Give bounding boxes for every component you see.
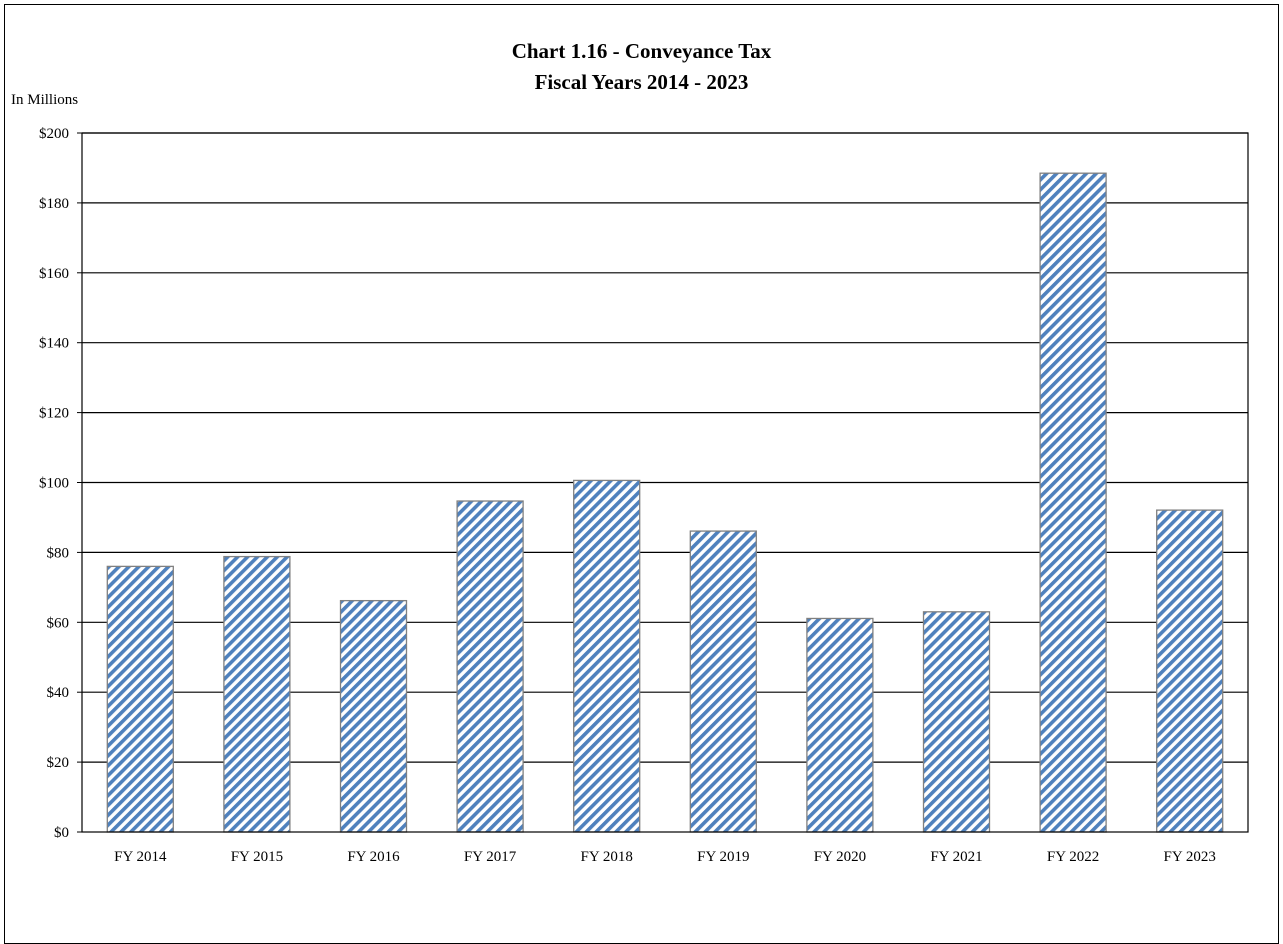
y-tick-label: $0 (54, 825, 69, 841)
y-tick-label: $20 (47, 755, 70, 771)
bar-fy-2015 (223, 555, 291, 833)
y-tick-label: $40 (47, 685, 70, 701)
x-tick-label: FY 2018 (581, 849, 633, 865)
y-tick-label: $160 (39, 266, 69, 282)
x-tick-label: FY 2020 (814, 849, 866, 865)
bars (106, 172, 1224, 833)
axes (77, 132, 1249, 833)
y-tick-label: $200 (39, 126, 69, 142)
x-tick-label: FY 2016 (347, 849, 400, 865)
plot-area-border (81, 132, 1249, 833)
y-tick-label: $140 (39, 336, 69, 352)
y-tick-label: $100 (39, 476, 69, 492)
bar-fy-2020 (806, 617, 874, 833)
x-tick-label: FY 2015 (231, 849, 283, 865)
bar-fy-2016 (339, 599, 408, 833)
bar-fy-2018 (573, 479, 641, 833)
x-tick-label: FY 2023 (1164, 849, 1216, 865)
x-tick-label: FY 2019 (697, 849, 749, 865)
bar-fy-2014 (106, 565, 174, 833)
bar-fy-2017 (456, 500, 524, 833)
y-tick-label: $180 (39, 196, 69, 212)
y-tick-label: $60 (47, 615, 70, 631)
tick-labels: $0 $20 $40 $60 $80 $100 $120 $140 $160 $180 $200 FY… (39, 126, 1216, 865)
y-tick-label: $120 (39, 406, 69, 422)
x-tick-label: FY 2021 (930, 849, 982, 865)
bar-fy-2021 (922, 611, 991, 833)
bar-fy-2019 (689, 530, 757, 833)
x-tick-label: FY 2017 (464, 849, 517, 865)
bar-fy-2023 (1156, 509, 1224, 833)
x-tick-label: FY 2022 (1047, 849, 1099, 865)
x-tick-label: FY 2014 (114, 849, 167, 865)
y-unit-label: In Millions (11, 92, 79, 108)
chart-title: Chart 1.16 - Conveyance Tax (511, 39, 772, 63)
chart-subtitle: Fiscal Years 2014 - 2023 (534, 70, 749, 94)
y-tick-label: $80 (47, 545, 70, 561)
bar-fy-2022 (1039, 172, 1107, 833)
